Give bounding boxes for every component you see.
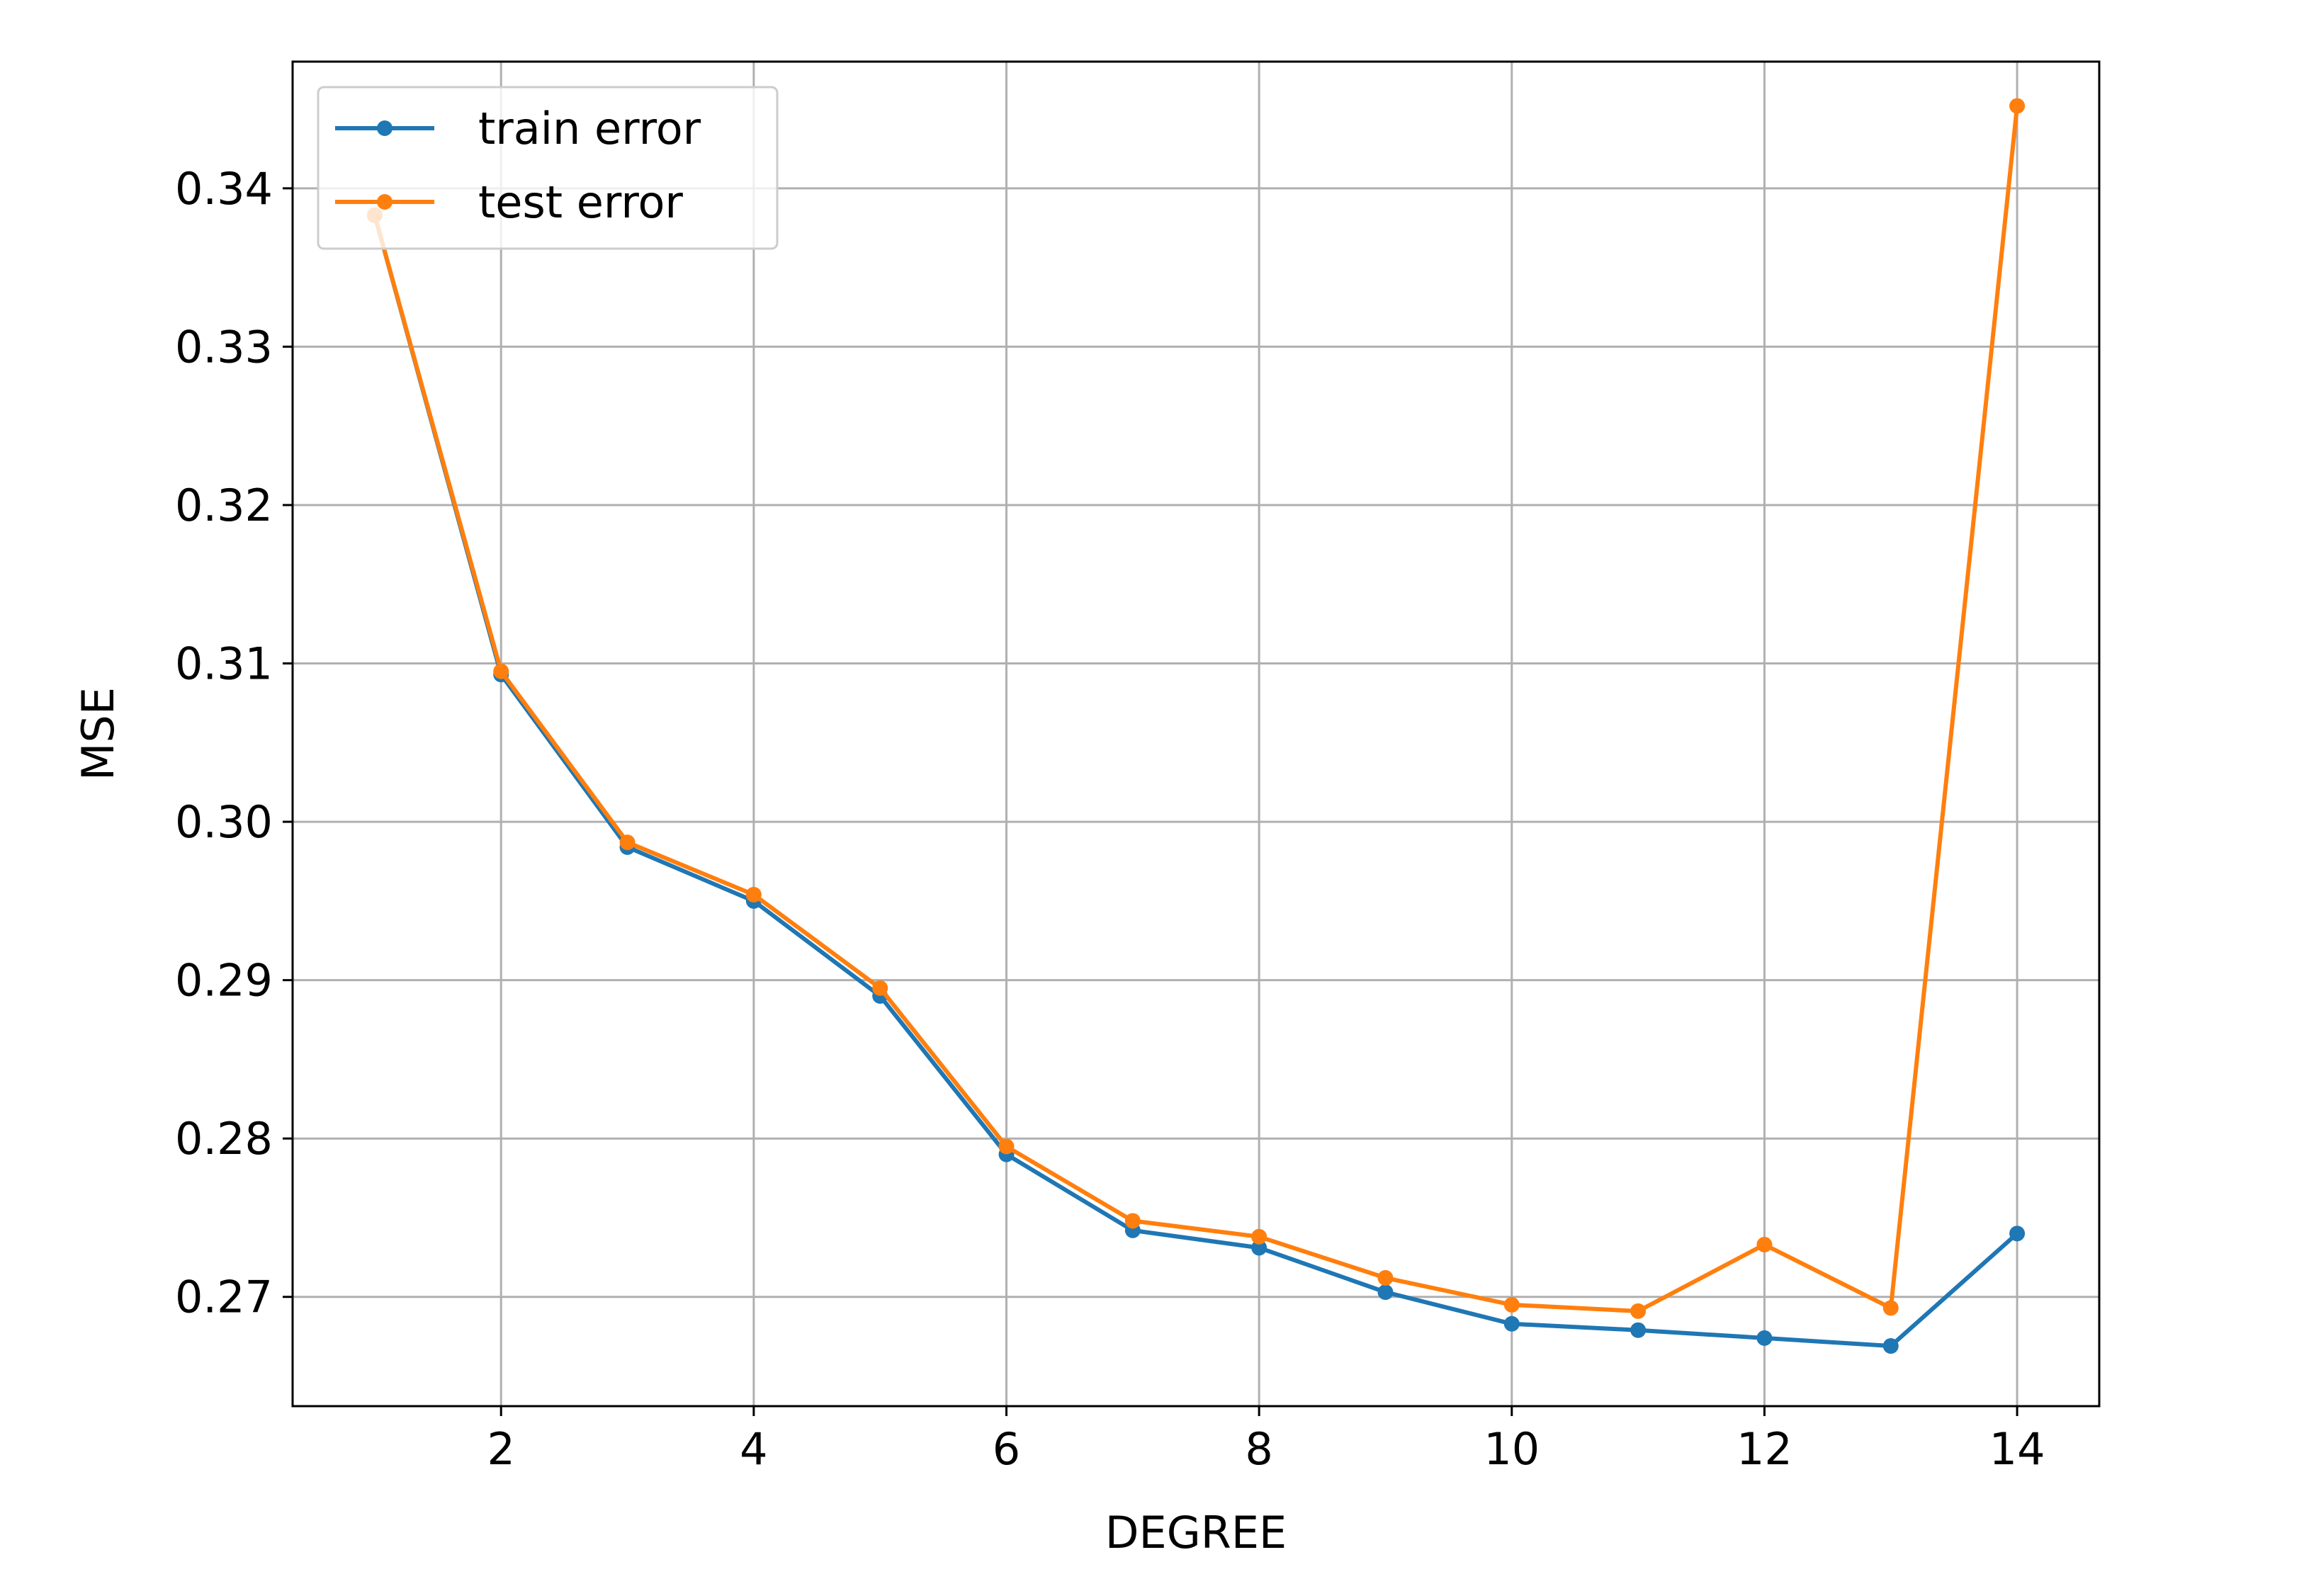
data-point	[619, 834, 636, 851]
data-point	[1503, 1296, 1520, 1313]
x-tick-label: 8	[1245, 1423, 1272, 1475]
data-point	[1251, 1228, 1267, 1245]
data-point	[2009, 98, 2026, 114]
data-point	[1882, 1300, 1899, 1316]
x-tick-label: 6	[993, 1423, 1020, 1475]
series-line	[372, 213, 2021, 1348]
grid-lines	[293, 62, 2099, 1406]
x-tick-label: 4	[740, 1423, 767, 1475]
y-tick-label: 0.33	[175, 321, 273, 373]
y-tick-label: 0.30	[175, 796, 273, 848]
series-lines	[366, 98, 2026, 1354]
data-point	[872, 980, 888, 996]
y-tick-label: 0.34	[175, 163, 273, 215]
x-tick-label: 14	[1989, 1423, 2045, 1475]
x-tick-label: 12	[1736, 1423, 1792, 1475]
plot-frame	[291, 60, 2101, 1408]
data-point	[745, 886, 762, 902]
data-point	[1882, 1338, 1899, 1354]
data-point	[1251, 1240, 1267, 1256]
x-tick-label: 10	[1484, 1423, 1540, 1475]
legend-marker	[377, 194, 393, 210]
data-point	[998, 1138, 1015, 1155]
data-point	[1756, 1236, 1773, 1252]
legend-label: train error	[478, 103, 701, 154]
y-tick-label: 0.29	[175, 955, 273, 1007]
y-tick-label: 0.32	[175, 480, 273, 531]
x-axis-label: DEGREE	[1105, 1507, 1287, 1558]
x-tick-label: 2	[487, 1423, 515, 1475]
data-point	[1377, 1269, 1394, 1286]
legend-label: test error	[478, 176, 683, 228]
data-point	[1630, 1303, 1647, 1319]
series-line	[372, 103, 2020, 1313]
data-point	[1630, 1322, 1647, 1338]
data-point	[1503, 1315, 1520, 1332]
legend: train error test error	[317, 86, 779, 250]
axis-ticks: 2 4 6 8 10 12 14 0.27 0.28 0.29 0.30 0.31 0.32 0.33 0.…	[175, 163, 2045, 1475]
data-point	[1124, 1213, 1141, 1229]
y-tick-label: 0.27	[175, 1272, 273, 1323]
legend-marker	[377, 120, 393, 136]
data-point	[2009, 1226, 2026, 1242]
data-point	[1377, 1284, 1394, 1301]
y-tick-label: 0.28	[175, 1113, 273, 1165]
y-axis-label: MSE	[72, 687, 124, 781]
y-tick-label: 0.31	[175, 638, 273, 690]
data-point	[1756, 1330, 1773, 1346]
data-point	[493, 663, 509, 679]
